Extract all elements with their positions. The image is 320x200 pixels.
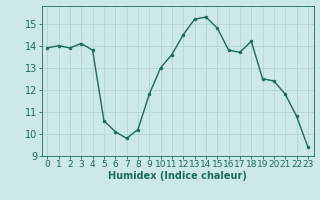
- X-axis label: Humidex (Indice chaleur): Humidex (Indice chaleur): [108, 171, 247, 181]
